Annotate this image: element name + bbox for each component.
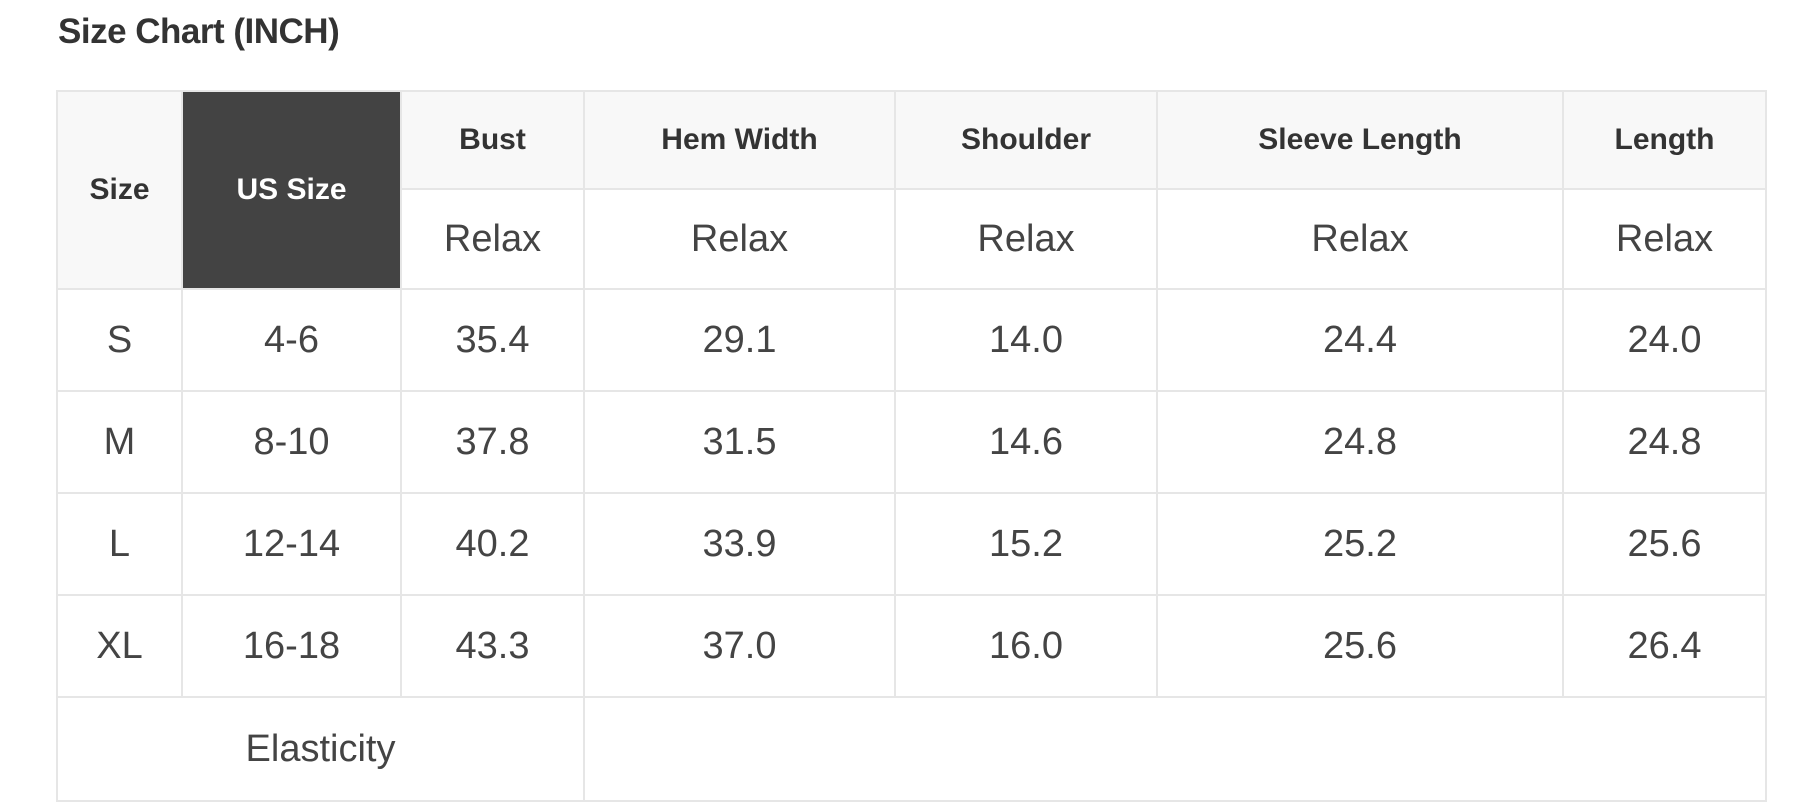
page-title: Size Chart (INCH) [58, 12, 340, 51]
header-bust: Bust [400, 90, 585, 190]
header-row: Size US Size Bust Hem Width Shoulder Sle… [56, 90, 1767, 290]
table-cell: 26.4 [1562, 594, 1767, 698]
subheader-cell: Relax [1562, 188, 1767, 290]
table-cell: 16-18 [181, 594, 402, 698]
subheader-cell: Relax [583, 188, 896, 290]
header-length: Length [1562, 90, 1767, 190]
table-cell: 33.9 [583, 492, 896, 596]
subheader-cell: Relax [894, 188, 1158, 290]
table-cell: 15.2 [894, 492, 1158, 596]
header-hem-width: Hem Width [583, 90, 896, 190]
table-cell: 35.4 [400, 288, 585, 392]
table-cell: 25.6 [1156, 594, 1564, 698]
header-us-size: US Size [181, 90, 402, 290]
table-cell: 8-10 [181, 390, 402, 494]
table-cell: M [56, 390, 183, 494]
table-cell: XL [56, 594, 183, 698]
table-cell: S [56, 288, 183, 392]
table-cell: 43.3 [400, 594, 585, 698]
table-row: M 8-10 37.8 31.5 14.6 24.8 24.8 [56, 390, 1767, 494]
elasticity-label: Elasticity [56, 696, 585, 802]
table-cell: 24.8 [1562, 390, 1767, 494]
table-cell: 40.2 [400, 492, 585, 596]
table-row: L 12-14 40.2 33.9 15.2 25.2 25.6 [56, 492, 1767, 596]
table-cell: 14.6 [894, 390, 1158, 494]
header-shoulder: Shoulder [894, 90, 1158, 190]
subheader-cell: Relax [1156, 188, 1564, 290]
table-cell: 24.4 [1156, 288, 1564, 392]
elasticity-value [583, 696, 1767, 802]
table-cell: 29.1 [583, 288, 896, 392]
table-cell: 12-14 [181, 492, 402, 596]
size-chart-table: Size US Size Bust Hem Width Shoulder Sle… [56, 90, 1767, 802]
subheader-cell: Relax [400, 188, 585, 290]
header-size: Size [56, 90, 183, 290]
table-cell: 37.0 [583, 594, 896, 698]
table-cell: 16.0 [894, 594, 1158, 698]
table-cell: 25.6 [1562, 492, 1767, 596]
elasticity-row: Elasticity [56, 696, 1767, 802]
table-cell: L [56, 492, 183, 596]
header-sleeve-length: Sleeve Length [1156, 90, 1564, 190]
subheader-row: Relax Relax Relax Relax Relax [57, 188, 1767, 290]
table-cell: 24.0 [1562, 288, 1767, 392]
table-cell: 24.8 [1156, 390, 1564, 494]
table-row: S 4-6 35.4 29.1 14.0 24.4 24.0 [56, 288, 1767, 392]
table-cell: 25.2 [1156, 492, 1564, 596]
table-cell: 31.5 [583, 390, 896, 494]
table-cell: 14.0 [894, 288, 1158, 392]
table-cell: 37.8 [400, 390, 585, 494]
table-cell: 4-6 [181, 288, 402, 392]
table-row: XL 16-18 43.3 37.0 16.0 25.6 26.4 [56, 594, 1767, 698]
